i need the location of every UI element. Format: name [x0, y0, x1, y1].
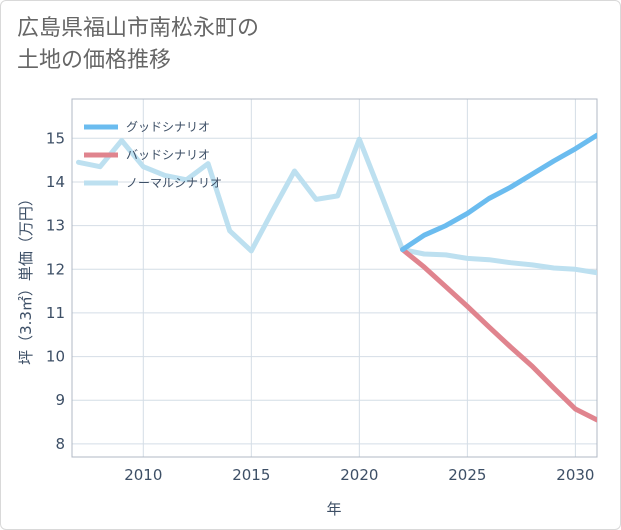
x-tick-label: 2010: [124, 466, 162, 484]
y-tick-label: 8: [55, 435, 65, 453]
y-axis-label: 坪（3.3㎡）単価（万円）: [17, 191, 35, 365]
y-tick-label: 11: [46, 304, 65, 322]
y-tick-label: 10: [46, 348, 65, 366]
legend-label-0: グッドシナリオ: [126, 120, 210, 134]
x-tick-label: 2015: [232, 466, 270, 484]
x-tick-label: 2025: [448, 466, 486, 484]
plot-area-border: [71, 98, 598, 458]
y-tick-label: 14: [46, 173, 65, 191]
chart-title-line-2: 土地の価格推移: [17, 48, 172, 73]
chart-title-line-1: 広島県福山市南松永町の: [17, 16, 260, 41]
series-line-2: [76, 136, 597, 276]
chart-title: 広島県福山市南松永町の 土地の価格推移: [17, 13, 259, 77]
y-tick-label: 15: [46, 129, 65, 147]
grid-lines: [72, 99, 597, 457]
series-line-0: [400, 132, 597, 253]
y-tick-label: 12: [46, 260, 65, 278]
x-tick-label: 2030: [556, 466, 594, 484]
tick-labels: 2010 2015 2020 2025 2030 8 9 10 11 12 13 14 15: [46, 129, 595, 484]
series-line-1: [400, 247, 597, 423]
x-axis-label: 年: [326, 500, 341, 518]
series-layer: [76, 132, 597, 423]
legend-label-2: ノーマルシナリオ: [126, 176, 222, 190]
x-tick-label: 2020: [340, 466, 378, 484]
y-tick-label: 13: [46, 217, 65, 235]
legend-label-1: バッドシナリオ: [126, 148, 210, 162]
y-tick-label: 9: [55, 391, 65, 409]
